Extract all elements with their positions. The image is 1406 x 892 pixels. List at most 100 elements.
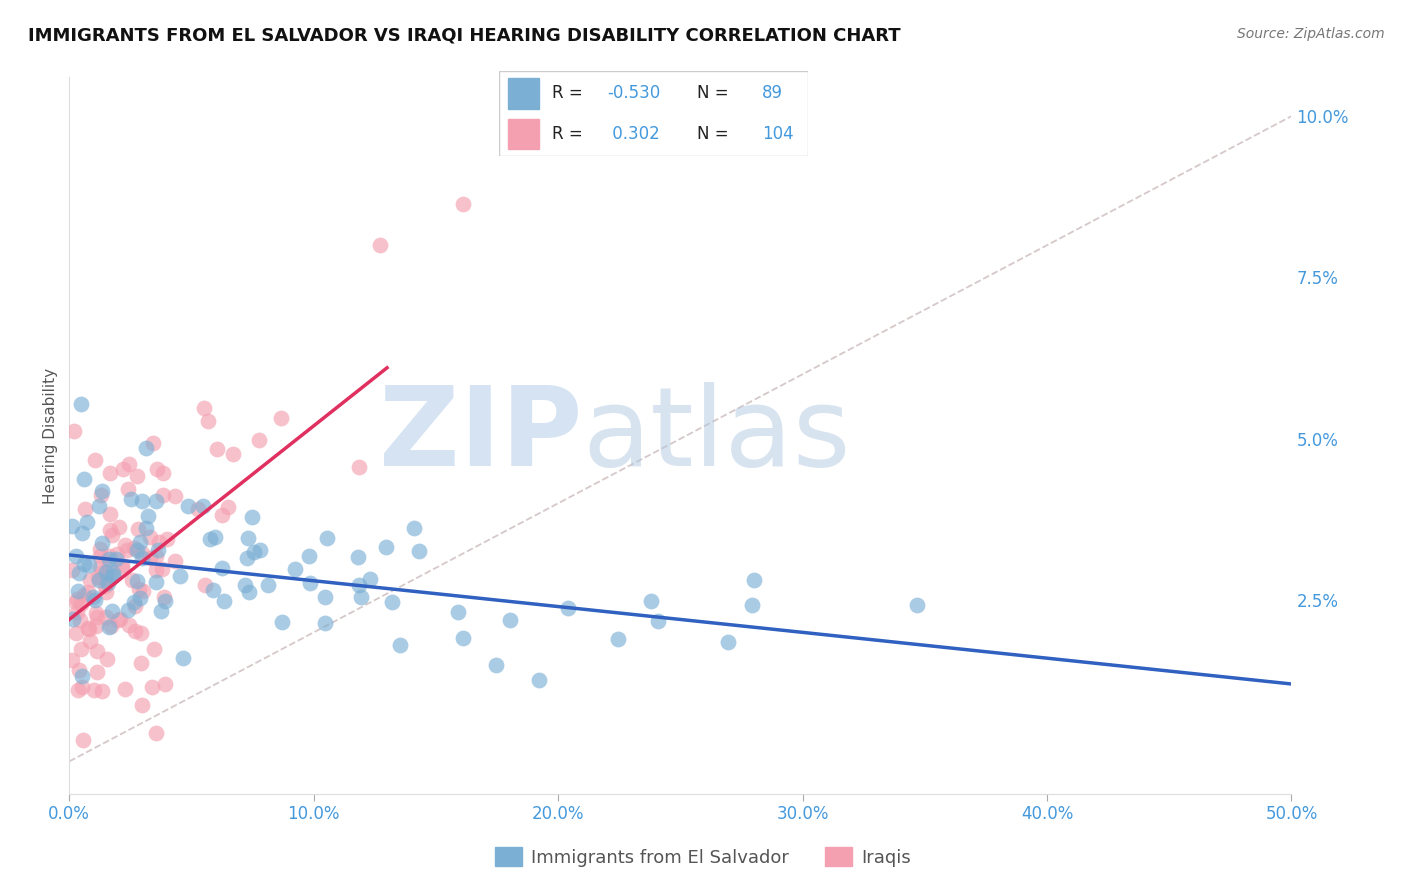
Point — [62, 653, 84, 667]
Point — [79, 622, 101, 636]
Point — [105, 548, 128, 562]
Point — [104, 552, 127, 566]
Point — [375, 540, 398, 554]
Point — [142, 436, 165, 450]
Point — [156, 533, 179, 547]
Point — [70, 525, 93, 540]
Point — [314, 590, 336, 604]
FancyBboxPatch shape — [509, 119, 540, 149]
Point — [153, 677, 176, 691]
Point — [96, 584, 118, 599]
Point — [91, 536, 114, 550]
Point — [145, 574, 167, 589]
Point — [129, 535, 152, 549]
Point — [120, 491, 142, 506]
Point — [131, 698, 153, 713]
Point — [163, 554, 186, 568]
Text: -0.530: -0.530 — [607, 85, 661, 103]
Point — [98, 466, 121, 480]
Point — [87, 574, 110, 588]
Point — [315, 531, 337, 545]
Point — [744, 573, 766, 587]
Point — [447, 605, 470, 619]
Point — [117, 618, 139, 632]
Point — [65, 549, 87, 564]
Point — [129, 656, 152, 670]
Point — [211, 508, 233, 523]
Point — [148, 535, 170, 549]
Point — [152, 562, 174, 576]
Point — [94, 565, 117, 579]
Point — [557, 601, 579, 615]
Point — [142, 642, 165, 657]
Point — [100, 528, 122, 542]
Text: 89: 89 — [762, 85, 783, 103]
Point — [152, 590, 174, 604]
Point — [127, 522, 149, 536]
Point — [87, 570, 110, 584]
Point — [404, 521, 426, 535]
FancyBboxPatch shape — [499, 71, 808, 156]
Point — [76, 515, 98, 529]
Point — [359, 572, 381, 586]
Point — [238, 585, 260, 599]
Point — [65, 595, 87, 609]
Point — [177, 499, 200, 513]
Point — [101, 604, 124, 618]
Text: ZIP: ZIP — [380, 382, 582, 489]
Point — [121, 574, 143, 588]
Point — [111, 558, 134, 572]
Point — [172, 651, 194, 665]
Point — [70, 641, 93, 656]
Point — [187, 501, 209, 516]
Point — [94, 579, 117, 593]
Point — [108, 520, 131, 534]
Point — [98, 523, 121, 537]
Point — [141, 681, 163, 695]
Point — [89, 542, 111, 557]
Point — [110, 561, 132, 575]
Point — [125, 543, 148, 558]
Point — [135, 521, 157, 535]
Point — [72, 733, 94, 747]
Point — [110, 612, 132, 626]
Point — [131, 551, 153, 566]
Point — [132, 584, 155, 599]
Point — [122, 541, 145, 555]
Point — [67, 683, 90, 698]
Point — [197, 414, 219, 428]
Point — [98, 552, 121, 566]
Text: R =: R = — [551, 85, 582, 103]
Point — [62, 612, 84, 626]
Point — [67, 583, 90, 598]
Point — [82, 591, 104, 605]
Point — [79, 558, 101, 572]
Point — [90, 565, 112, 579]
Point — [96, 652, 118, 666]
Point — [75, 502, 97, 516]
Point — [96, 573, 118, 587]
Point — [129, 626, 152, 640]
Point — [69, 613, 91, 627]
Point — [129, 591, 152, 605]
Point — [498, 614, 520, 628]
Point — [640, 593, 662, 607]
Point — [451, 197, 474, 211]
Point — [79, 573, 101, 587]
Point — [145, 494, 167, 508]
Point — [212, 594, 235, 608]
Point — [145, 461, 167, 475]
Text: N =: N = — [697, 85, 728, 103]
Point — [118, 457, 141, 471]
Point — [117, 483, 139, 497]
Point — [73, 588, 96, 602]
Point — [124, 599, 146, 614]
Y-axis label: Hearing Disability: Hearing Disability — [44, 368, 58, 504]
Point — [243, 545, 266, 559]
Point — [100, 571, 122, 585]
Point — [152, 466, 174, 480]
Point — [83, 593, 105, 607]
Point — [247, 434, 270, 448]
Point — [65, 626, 87, 640]
Point — [94, 610, 117, 624]
